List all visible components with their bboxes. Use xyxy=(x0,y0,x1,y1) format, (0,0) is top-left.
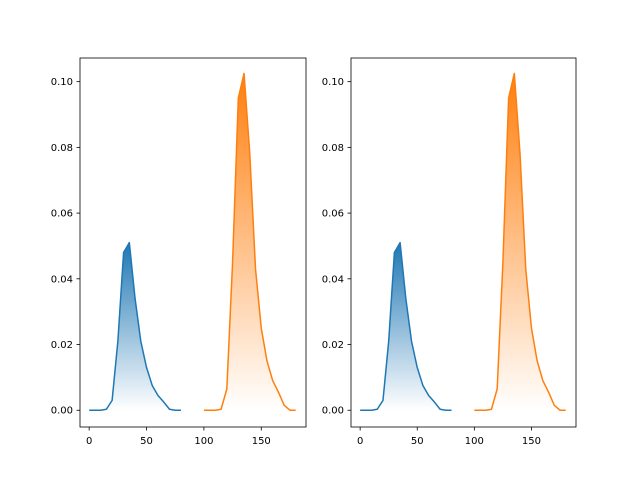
y-axis: 0.00 0.02 0.04 0.06 0.08 0.10 xyxy=(51,77,80,417)
y-tick-label: 0.00 xyxy=(322,406,344,417)
series-1-area-fill xyxy=(203,73,296,411)
y-tick-label: 0.04 xyxy=(51,274,73,285)
y-tick-label: 0.02 xyxy=(51,340,73,351)
x-axis: 0 50 100 150 xyxy=(357,427,541,447)
y-tick-label: 0.08 xyxy=(322,143,344,154)
series-1-line xyxy=(203,72,296,411)
x-tick-label: 50 xyxy=(411,436,424,447)
series-0-area-fill xyxy=(360,242,452,411)
y-tick-label: 0.10 xyxy=(51,77,73,88)
y-tick-label: 0.02 xyxy=(322,340,344,351)
plot-area xyxy=(360,72,566,411)
series-0-line xyxy=(360,241,452,411)
series-1-line xyxy=(474,72,566,411)
x-axis: 0 50 100 150 xyxy=(86,427,271,447)
x-tick-label: 150 xyxy=(252,436,271,447)
series-0-line xyxy=(89,241,181,411)
y-axis: 0.00 0.02 0.04 0.06 0.08 0.10 xyxy=(322,77,351,417)
x-tick-label: 150 xyxy=(522,436,541,447)
axes-frame xyxy=(79,57,307,428)
subplot-left: 0 50 100 150 0.00 0.02 0.04 0.06 0.08 0.10 xyxy=(51,57,307,447)
y-tick-label: 0.06 xyxy=(51,209,73,220)
series-0-area-fill xyxy=(89,242,181,411)
y-tick-label: 0.06 xyxy=(322,209,344,220)
subplot-right: 0 50 100 150 0.00 0.02 0.04 0.06 0.08 0.10 xyxy=(322,57,577,447)
x-tick-label: 0 xyxy=(357,436,363,447)
y-tick-label: 0.10 xyxy=(322,77,344,88)
y-tick-label: 0.08 xyxy=(51,143,73,154)
axes-frame xyxy=(350,57,577,428)
x-tick-label: 100 xyxy=(465,436,484,447)
series-1-area-fill xyxy=(474,73,566,411)
y-tick-label: 0.04 xyxy=(322,274,344,285)
plot-area xyxy=(89,72,296,411)
x-tick-label: 100 xyxy=(194,436,213,447)
y-tick-label: 0.00 xyxy=(51,406,73,417)
x-tick-label: 0 xyxy=(86,436,92,447)
x-tick-label: 50 xyxy=(140,436,153,447)
